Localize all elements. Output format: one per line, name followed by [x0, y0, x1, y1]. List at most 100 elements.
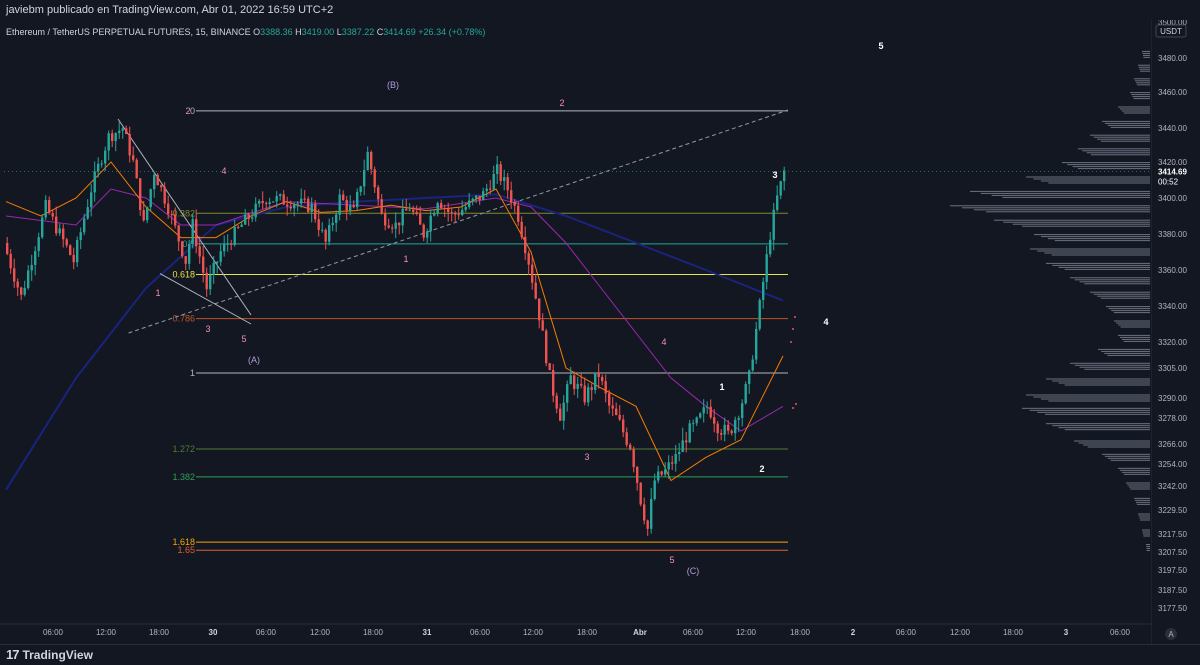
chart-area[interactable]: 00.3820.50.6180.78611.2721.3821.6181.65 … — [0, 20, 1200, 644]
candle-body — [111, 133, 114, 142]
time-tick-label: 12:00 — [310, 628, 331, 637]
volume-profile-bar — [1128, 486, 1150, 488]
wave-labels: (B) 2 2 4 1 1 3 5 (A) 4 3 5 (C) 1 2 3 4 5 — [155, 41, 883, 576]
volume-profile-bar — [1142, 54, 1150, 56]
candle-body — [492, 173, 495, 190]
candle-body — [160, 185, 163, 188]
price-tick-label: 3217.50 — [1158, 530, 1187, 539]
candle-body — [317, 219, 320, 230]
volume-profile-bar — [1107, 124, 1150, 126]
volume-profile-bar — [1106, 306, 1150, 308]
auto-scale-button[interactable] — [1165, 628, 1177, 640]
wave-label: 4 — [221, 166, 226, 176]
candle-body — [51, 213, 54, 217]
candle-body — [328, 225, 331, 242]
fib-level-label: 0.786 — [172, 314, 195, 324]
volume-profile-bar — [1093, 293, 1150, 295]
projection-dot — [794, 316, 796, 318]
candle-body — [548, 363, 551, 371]
candle-body — [48, 200, 51, 214]
volume-profile-bar — [1097, 138, 1150, 140]
volume-profile-bar — [1108, 308, 1150, 310]
time-axis[interactable]: 06:00 12:00 18:00 30 06:00 12:00 18:00 31 06:00 1… — [43, 628, 1177, 640]
candle-body — [195, 219, 198, 247]
volume-profile-bar — [1047, 238, 1150, 240]
volume-profile-bar — [1138, 515, 1150, 517]
candle-body — [300, 198, 303, 204]
candle-body — [531, 264, 534, 283]
candles — [6, 121, 786, 536]
candle-body — [58, 228, 61, 234]
price-tick-label: 3187.50 — [1158, 586, 1187, 595]
volume-profile-bar — [1070, 277, 1150, 279]
candle-body — [517, 205, 520, 222]
tradingview-logo[interactable]: 17 TradingView — [6, 645, 93, 665]
candle-body — [681, 440, 684, 453]
candle-body — [534, 282, 537, 299]
volume-profile-bar — [1090, 154, 1150, 156]
candle-body — [289, 206, 292, 209]
candle-body — [9, 253, 12, 269]
volume-profile-bar — [1132, 96, 1150, 98]
candle-body — [482, 191, 485, 201]
candle-body — [342, 194, 345, 201]
candle-body — [107, 133, 110, 151]
candle-body — [723, 424, 726, 435]
volume-profile-bar — [1126, 482, 1150, 484]
price-axis[interactable]: 3500.00 3480.00 3460.00 3440.00 3420.00 3400.… — [1152, 20, 1200, 644]
wave-label: 4 — [823, 317, 828, 327]
candle-body — [156, 174, 159, 186]
candle-body — [436, 203, 439, 213]
candle-body — [380, 199, 383, 214]
projection-dot — [792, 328, 794, 330]
candle-body — [338, 194, 341, 215]
volume-profile-bar — [1046, 423, 1150, 425]
volume-profile-bar — [1074, 279, 1150, 281]
candle-body — [310, 203, 313, 213]
candle-body — [611, 405, 614, 409]
candle-body — [762, 281, 765, 300]
candle-body — [660, 471, 663, 475]
candle-body — [688, 423, 691, 443]
candle-body — [758, 299, 761, 329]
volume-profile-bar — [1040, 236, 1150, 238]
currency-badge[interactable] — [1155, 24, 1187, 38]
volume-profile-bar — [1070, 362, 1150, 364]
volume-profile-bar — [1146, 546, 1150, 547]
volume-profile-bar — [1130, 92, 1150, 94]
candle-body — [34, 251, 37, 265]
legend-part: H — [295, 27, 302, 37]
footer: 17 TradingView — [0, 644, 1200, 665]
volume-profile-bar — [970, 190, 1150, 192]
candle-body — [72, 254, 75, 263]
price-chart[interactable]: 00.3820.50.6180.78611.2721.3821.6181.65 … — [0, 20, 1200, 644]
candle-body — [174, 214, 177, 226]
candle-body — [650, 499, 653, 529]
candle-body — [76, 240, 79, 263]
candle-body — [597, 372, 600, 377]
volume-profile-bar — [1048, 182, 1150, 184]
volume-profile-bar — [1026, 176, 1150, 178]
volume-profile-bar — [1136, 84, 1150, 86]
last-price-label: 3414.69 — [1158, 168, 1187, 177]
candle-body — [324, 229, 327, 242]
fib-level-label: 1.65 — [177, 545, 195, 555]
time-tick-label: 06:00 — [896, 628, 917, 637]
candle-body — [692, 423, 695, 425]
candle-body — [23, 287, 26, 295]
volume-profile-bar — [1090, 134, 1150, 136]
candle-body — [401, 208, 404, 226]
candle-body — [520, 221, 523, 237]
candle-body — [167, 203, 170, 215]
volume-profile-bar — [1052, 380, 1150, 382]
wave-label: 3 — [772, 170, 777, 180]
wave-label: 5 — [878, 41, 883, 51]
volume-profile-bar — [1077, 168, 1150, 170]
fib-level-label: 1.618 — [172, 537, 195, 547]
wave-label: (C) — [687, 566, 700, 576]
candle-body — [601, 376, 604, 382]
candle-body — [170, 214, 173, 216]
price-tick-label: 3480.00 — [1158, 54, 1187, 63]
volume-profile-bar — [1104, 122, 1150, 124]
volume-profile-bar — [1102, 120, 1150, 122]
